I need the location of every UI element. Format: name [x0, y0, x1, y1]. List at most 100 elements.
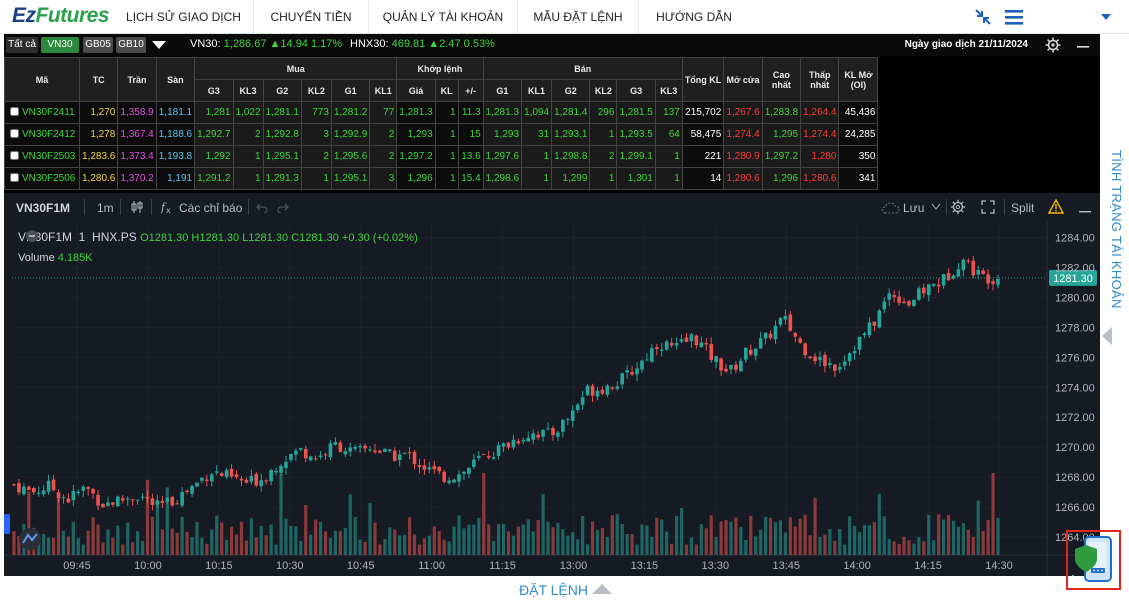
candle-body[interactable] — [684, 337, 689, 342]
candle-body[interactable] — [818, 357, 822, 361]
candle-body[interactable] — [195, 482, 199, 487]
candle-body[interactable] — [833, 364, 837, 371]
candle-body[interactable] — [556, 432, 560, 437]
candle-body[interactable] — [813, 356, 817, 362]
candle-body[interactable] — [71, 490, 76, 501]
candle-body[interactable] — [635, 368, 639, 375]
candle-body[interactable] — [279, 465, 283, 473]
candle-body[interactable] — [303, 449, 308, 459]
symbol-cell[interactable]: VN30F2411 — [4, 101, 80, 124]
candle-body[interactable] — [714, 356, 718, 363]
candle-body[interactable] — [135, 499, 140, 501]
candle-body[interactable] — [22, 486, 26, 495]
candle-body[interactable] — [595, 390, 600, 397]
candle-body[interactable] — [150, 498, 155, 506]
candle-body[interactable] — [81, 486, 86, 491]
candle-body[interactable] — [298, 447, 303, 450]
table-row[interactable]: VN30F2506 1,280.6 1,370.2 1,191 1,291.2 1 1,29… — [4, 167, 879, 190]
candle-body[interactable] — [501, 443, 506, 447]
candle-body[interactable] — [926, 284, 931, 296]
candle-body[interactable] — [313, 458, 318, 460]
candle-body[interactable] — [333, 442, 338, 445]
candle-body[interactable] — [892, 295, 896, 297]
candle-body[interactable] — [31, 487, 36, 493]
candle-body[interactable] — [694, 335, 699, 346]
candle-body[interactable] — [363, 445, 367, 449]
candle-body[interactable] — [580, 397, 585, 405]
candle-body[interactable] — [748, 349, 753, 355]
redo-icon[interactable] — [277, 201, 289, 213]
candle-body[interactable] — [961, 259, 966, 271]
candle-body[interactable] — [551, 428, 555, 436]
candle-body[interactable] — [383, 448, 387, 452]
candle-body[interactable] — [734, 364, 738, 370]
candle-body[interactable] — [852, 350, 857, 354]
candle-body[interactable] — [620, 373, 625, 385]
candle-body[interactable] — [931, 283, 936, 286]
candle-body[interactable] — [284, 461, 288, 469]
candle-body[interactable] — [615, 386, 620, 389]
candle-body[interactable] — [783, 315, 788, 320]
candle-body[interactable] — [447, 480, 451, 483]
split-button[interactable]: Split — [1011, 201, 1035, 215]
candle-body[interactable] — [788, 314, 793, 331]
symbol-label[interactable]: VN30F2412 — [22, 129, 76, 140]
candle-body[interactable] — [956, 269, 961, 277]
candle-body[interactable] — [209, 474, 214, 482]
save-layout-button[interactable]: Lưu — [903, 201, 925, 215]
chart-interval[interactable]: 1m — [97, 201, 114, 215]
candle-body[interactable] — [205, 479, 209, 481]
candle-body[interactable] — [294, 450, 298, 455]
candle-body[interactable] — [46, 480, 51, 492]
table-row[interactable]: VN30F2503 1,283.6 1,373.4 1,193.8 1,292 1 1,29… — [4, 145, 879, 168]
candle-body[interactable] — [946, 272, 951, 281]
chip-vn30[interactable]: VN30 — [41, 37, 79, 53]
candle-body[interactable] — [640, 360, 644, 370]
candle-body[interactable] — [160, 500, 165, 503]
candle-body[interactable] — [981, 270, 985, 275]
candle-body[interactable] — [412, 451, 417, 465]
candle-body[interactable] — [655, 347, 659, 349]
dropdown-caret-icon[interactable] — [152, 41, 166, 49]
candle-body[interactable] — [798, 338, 803, 343]
candle-body[interactable] — [51, 479, 56, 491]
candle-body[interactable] — [318, 455, 323, 458]
candle-body[interactable] — [828, 363, 832, 366]
candle-body[interactable] — [912, 299, 916, 306]
chevron-down-icon[interactable] — [1101, 13, 1111, 21]
side-handle[interactable] — [4, 514, 10, 534]
gear-icon[interactable] — [1045, 37, 1061, 53]
candle-body[interactable] — [289, 453, 293, 460]
candle-body[interactable] — [477, 456, 481, 458]
candle-body[interactable] — [966, 260, 971, 262]
candle-body[interactable] — [669, 342, 674, 346]
candle-body[interactable] — [407, 452, 412, 454]
candle-body[interactable] — [590, 385, 595, 396]
candle-body[interactable] — [645, 359, 649, 361]
candle-body[interactable] — [768, 333, 773, 339]
candle-body[interactable] — [432, 465, 437, 470]
candle-body[interactable] — [422, 465, 427, 470]
candle-body[interactable] — [368, 449, 372, 451]
candle-body[interactable] — [922, 287, 926, 294]
candle-body[interactable] — [130, 499, 135, 501]
candle-body[interactable] — [274, 470, 278, 473]
candle-body[interactable] — [486, 456, 491, 458]
candle-body[interactable] — [674, 342, 679, 346]
chevron-down-icon[interactable] — [932, 204, 940, 210]
candle-style-icon[interactable] — [130, 200, 144, 214]
candle-body[interactable] — [659, 349, 664, 351]
logo[interactable]: EzFutures — [12, 4, 110, 27]
collapse-arrows-icon[interactable] — [974, 8, 992, 26]
candle-body[interactable] — [739, 360, 743, 372]
candle-body[interactable] — [224, 470, 229, 477]
candle-body[interactable] — [842, 361, 847, 366]
candle-body[interactable] — [111, 502, 115, 505]
candle-body[interactable] — [566, 419, 570, 421]
candle-body[interactable] — [140, 496, 145, 498]
candle-body[interactable] — [758, 338, 763, 349]
row-checkbox[interactable] — [10, 129, 19, 138]
candle-body[interactable] — [106, 502, 110, 506]
candle-body[interactable] — [531, 433, 535, 440]
candle-body[interactable] — [763, 332, 768, 339]
